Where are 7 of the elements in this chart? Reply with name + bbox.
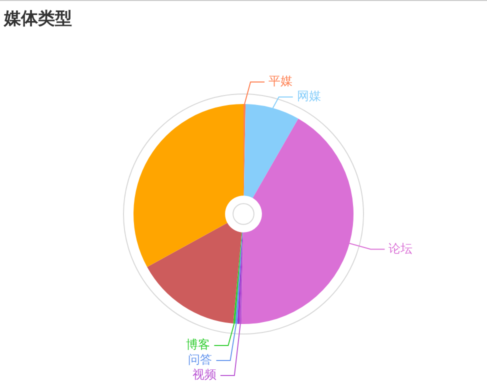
slice-label: 论坛	[388, 241, 413, 256]
slice-label: 网媒	[296, 89, 321, 104]
slice-label: 问答	[188, 352, 212, 367]
slice-label: 平媒	[268, 74, 293, 88]
chart-title: 媒体类型	[2, 8, 73, 31]
slice-label: 博客	[186, 338, 210, 352]
slice-label: 视频	[192, 368, 216, 382]
